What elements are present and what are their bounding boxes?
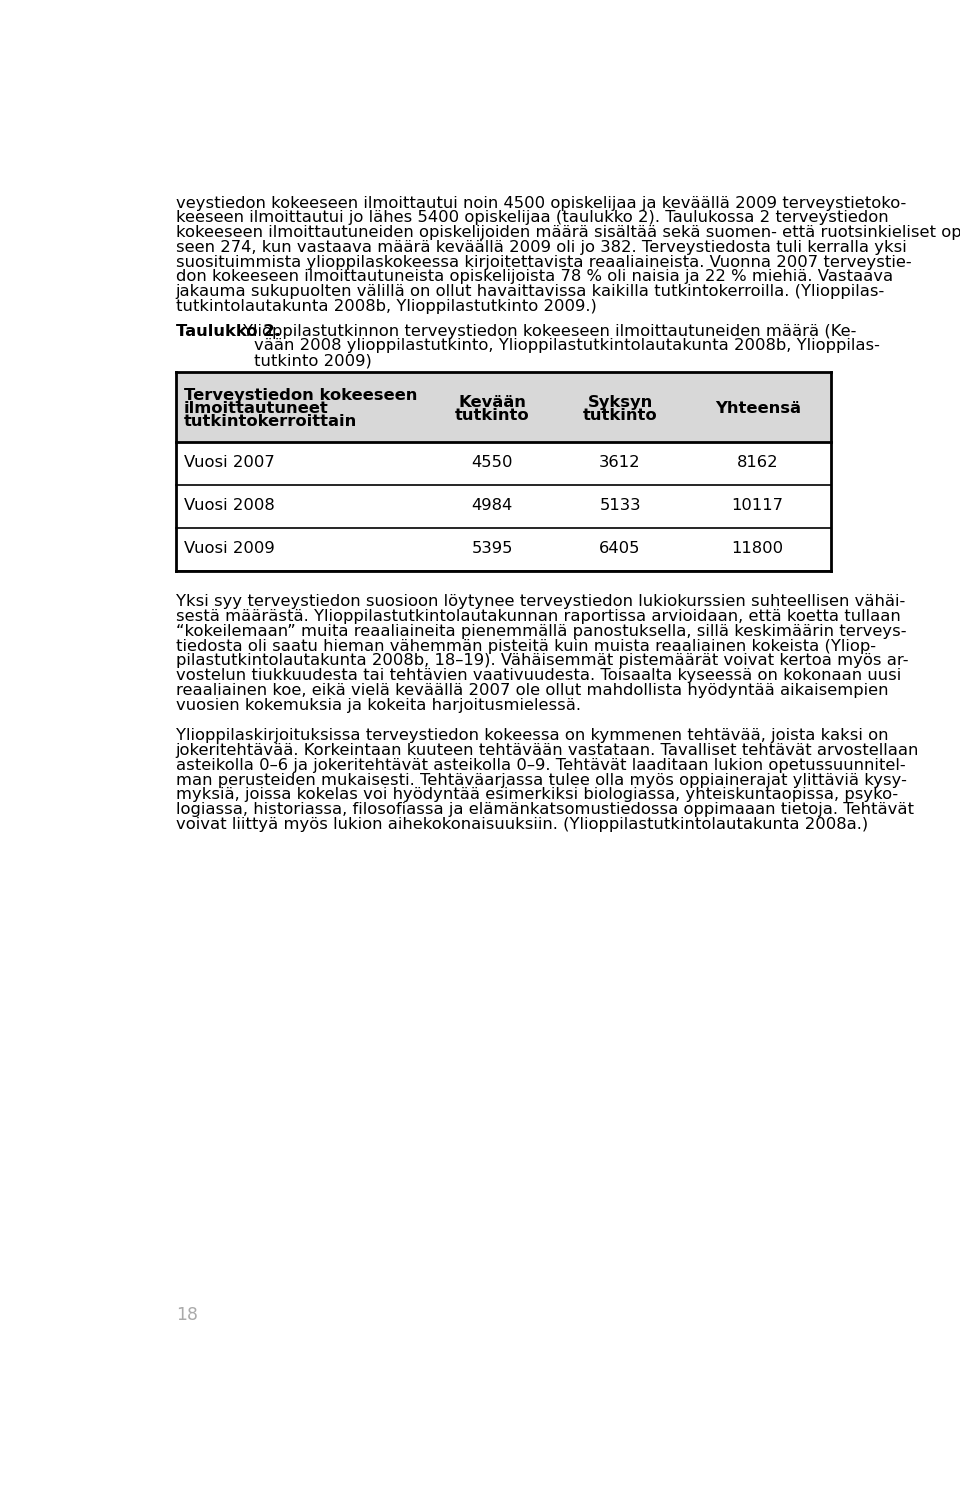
Text: Ylioppilaskirjoituksissa terveystiedon kokeessa on kymmenen tehtävää, joista kak: Ylioppilaskirjoituksissa terveystiedon k…	[176, 728, 888, 743]
Text: 6405: 6405	[599, 541, 640, 556]
Text: kokeeseen ilmoittautuneiden opiskelijoiden määrä sisältää sekä suomen- että ruot: kokeeseen ilmoittautuneiden opiskelijoid…	[176, 225, 960, 240]
Text: man perusteiden mukaisesti. Tehtäväarjassa tulee olla myös oppiainerajat ylittäv: man perusteiden mukaisesti. Tehtäväarjas…	[176, 772, 906, 787]
Text: voivat liittyä myös lukion aihekokonaisuuksiin. (Ylioppilastutkintolautakunta 20: voivat liittyä myös lukion aihekokonaisu…	[176, 817, 868, 832]
Text: Syksyn: Syksyn	[588, 395, 653, 410]
Text: Kevään: Kevään	[458, 395, 526, 410]
Text: veystiedon kokeeseen ilmoittautui noin 4500 opiskelijaa ja keväällä 2009 terveys: veystiedon kokeeseen ilmoittautui noin 4…	[176, 195, 906, 210]
Text: 4984: 4984	[471, 497, 513, 512]
Text: jokeritehtävää. Korkeintaan kuuteen tehtävään vastataan. Tavalliset tehtävät arv: jokeritehtävää. Korkeintaan kuuteen teht…	[176, 743, 919, 759]
Text: Yksi syy terveystiedon suosioon löytynee terveystiedon lukiokurssien suhteellise: Yksi syy terveystiedon suosioon löytynee…	[176, 595, 905, 610]
Text: vään 2008 ylioppilastutkinto, Ylioppilastutkintolautakunta 2008b, Ylioppilas-: vään 2008 ylioppilastutkinto, Ylioppilas…	[254, 338, 880, 353]
Text: 5395: 5395	[471, 541, 513, 556]
Text: jakauma sukupuolten välillä on ollut havaittavissa kaikilla tutkintokerroilla. (: jakauma sukupuolten välillä on ollut hav…	[176, 284, 885, 299]
Text: 5133: 5133	[599, 497, 640, 512]
Text: Terveystiedon kokeeseen: Terveystiedon kokeeseen	[183, 388, 417, 403]
Text: tutkinto 2009): tutkinto 2009)	[254, 353, 372, 368]
Bar	[176, 527, 831, 571]
Text: 3612: 3612	[599, 455, 641, 470]
Text: tutkinto: tutkinto	[455, 407, 530, 422]
Text: Taulukko 2.: Taulukko 2.	[176, 324, 280, 338]
Text: 4550: 4550	[471, 455, 513, 470]
Text: “kokeilemaan” muita reaaliaineita pienemmällä panostuksella, sillä keskimäärin t: “kokeilemaan” muita reaaliaineita pienem…	[176, 623, 906, 638]
Text: tutkinto: tutkinto	[583, 407, 658, 422]
Text: seen 274, kun vastaava määrä keväällä 2009 oli jo 382. Terveystiedosta tuli kerr: seen 274, kun vastaava määrä keväällä 20…	[176, 240, 906, 255]
Text: suosituimmista ylioppilaskokeessa kirjoitettavista reaaliaineista. Vuonna 2007 t: suosituimmista ylioppilaskokeessa kirjoi…	[176, 254, 911, 269]
Text: 10117: 10117	[732, 497, 783, 512]
Bar	[176, 372, 831, 442]
Text: Ylioppilastutkinnon terveystiedon kokeeseen ilmoittautuneiden määrä (Ke-: Ylioppilastutkinnon terveystiedon kokees…	[243, 324, 856, 338]
Text: tutkintokerroittain: tutkintokerroittain	[183, 415, 357, 430]
Text: tutkintolautakunta 2008b, Ylioppilastutkinto 2009.): tutkintolautakunta 2008b, Ylioppilastutk…	[176, 299, 597, 314]
Text: 18: 18	[176, 1305, 198, 1323]
Text: ilmoittautuneet: ilmoittautuneet	[183, 401, 328, 416]
Text: Yhteensä: Yhteensä	[714, 401, 801, 416]
Text: vuosien kokemuksia ja kokeita harjoitusmielessä.: vuosien kokemuksia ja kokeita harjoitusm…	[176, 697, 581, 712]
Text: Vuosi 2009: Vuosi 2009	[183, 541, 275, 556]
Text: pilastutkintolautakunta 2008b, 18–19). Vähäisemmät pistemäärät voivat kertoa myö: pilastutkintolautakunta 2008b, 18–19). V…	[176, 653, 908, 668]
Text: keeseen ilmoittautui jo lähes 5400 opiskelijaa (taulukko 2). Taulukossa 2 tervey: keeseen ilmoittautui jo lähes 5400 opisk…	[176, 210, 888, 225]
Text: 11800: 11800	[732, 541, 783, 556]
Text: 8162: 8162	[737, 455, 779, 470]
Text: tiedosta oli saatu hieman vähemmän pisteitä kuin muista reaaliainen kokeista (Yl: tiedosta oli saatu hieman vähemmän piste…	[176, 638, 876, 653]
Bar	[176, 442, 831, 485]
Bar	[176, 485, 831, 527]
Text: vostelun tiukkuudesta tai tehtävien vaativuudesta. Toisaalta kyseessä on kokonaa: vostelun tiukkuudesta tai tehtävien vaat…	[176, 668, 901, 683]
Text: Vuosi 2007: Vuosi 2007	[183, 455, 275, 470]
Text: don kokeeseen ilmoittautuneista opiskelijoista 78 % oli naisia ja 22 % miehiä. V: don kokeeseen ilmoittautuneista opiskeli…	[176, 269, 893, 284]
Text: sestä määrästä. Ylioppilastutkintolautakunnan raportissa arvioidaan, että koetta: sestä määrästä. Ylioppilastutkintolautak…	[176, 610, 900, 625]
Text: myksiä, joissa kokelas voi hyödyntää esimerkiksi biologiassa, yhteiskuntaopissa,: myksiä, joissa kokelas voi hyödyntää esi…	[176, 787, 898, 802]
Text: asteikolla 0–6 ja jokeritehtävät asteikolla 0–9. Tehtävät laaditaan lukion opetu: asteikolla 0–6 ja jokeritehtävät asteiko…	[176, 759, 905, 774]
Text: reaaliainen koe, eikä vielä keväällä 2007 ole ollut mahdollista hyödyntää aikais: reaaliainen koe, eikä vielä keväällä 200…	[176, 683, 888, 698]
Text: Vuosi 2008: Vuosi 2008	[183, 497, 275, 512]
Text: logiassa, historiassa, filosofiassa ja elämänkatsomustiedossa oppimaaan tietoja.: logiassa, historiassa, filosofiassa ja e…	[176, 802, 914, 817]
